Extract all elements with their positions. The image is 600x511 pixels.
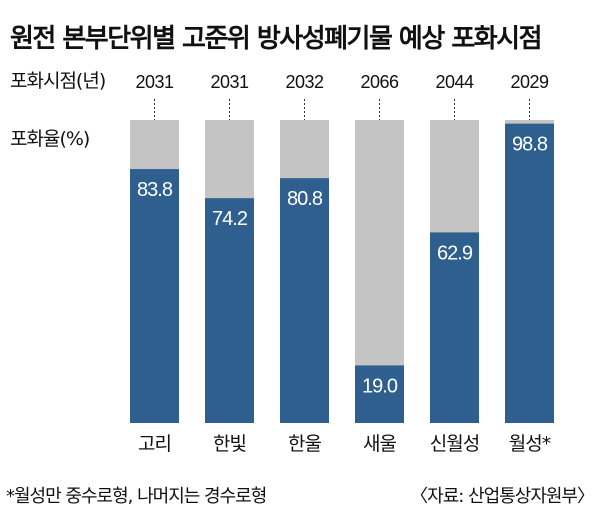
category-label: 한빛 [213, 433, 246, 455]
saturation-year-label: 2031 [135, 72, 174, 92]
saturation-year-label: 2029 [510, 72, 549, 92]
saturation-year-row-label: 포화시점(년) [10, 70, 106, 92]
bar-saturation [205, 198, 254, 423]
bar-saturation [430, 232, 479, 423]
saturation-year-label: 2031 [210, 72, 249, 92]
saturation-year-label: 2066 [360, 72, 399, 92]
bar-value-label: 74.2 [212, 208, 248, 230]
bar-saturation [130, 169, 179, 423]
category-label: 신월성 [430, 433, 479, 455]
bar-saturation [355, 365, 404, 423]
category-label: 고리 [138, 433, 171, 455]
bar-saturation [505, 123, 554, 424]
footnote: *월성만 중수로형, 나머지는 경수로형 [6, 486, 267, 507]
saturation-rate-row-label: 포화율(%) [10, 128, 90, 150]
bar-value-label: 80.8 [287, 188, 323, 210]
chart-title: 원전 본부단위별 고준위 방사성폐기물 예상 포화시점 [10, 24, 543, 54]
category-label: 한울 [288, 433, 321, 455]
saturation-year-label: 2032 [285, 72, 324, 92]
category-label: 월성* [509, 433, 551, 455]
source-note: 〈자료: 산업통상자원부〉 [410, 486, 595, 507]
bar-saturation [280, 178, 329, 423]
saturation-year-label: 2044 [435, 72, 474, 92]
stacked-bar-chart: 2031 83.8 고리 2031 74.2 한빛 2032 80.8 한울 2066 19.0 새울… [130, 72, 554, 455]
bar-value-label: 98.8 [512, 134, 548, 156]
bar-value-label: 62.9 [437, 242, 473, 264]
category-label: 새울 [363, 433, 396, 455]
bar-value-label: 19.0 [362, 375, 398, 397]
bar-value-label: 83.8 [137, 179, 173, 201]
